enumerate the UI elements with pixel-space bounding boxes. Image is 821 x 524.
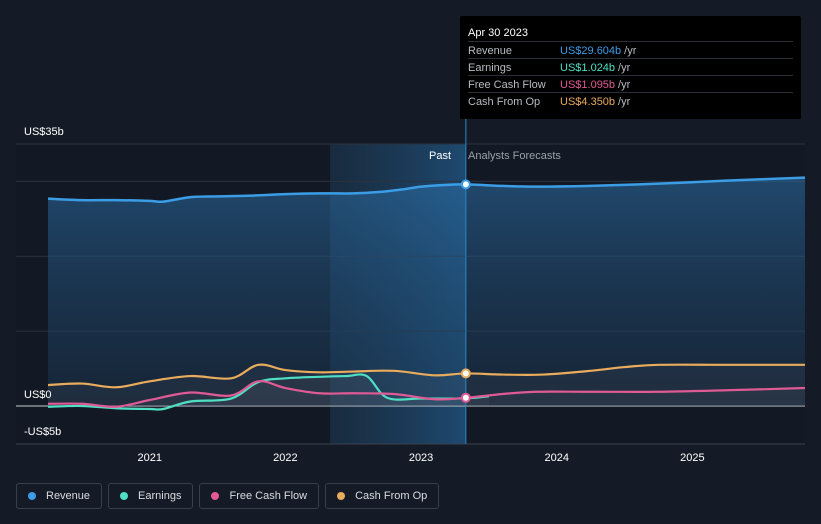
tooltip-number: US$1.024b: [560, 62, 616, 74]
free-cash-flow-dot-icon: [211, 492, 220, 500]
cash-from-op-dot-icon: [337, 492, 346, 500]
legend-item-free-cash-flow[interactable]: Free Cash Flow: [199, 483, 320, 509]
revenue-marker: [460, 179, 471, 190]
legend-item-cash-from-op[interactable]: Cash From Op: [325, 483, 440, 509]
y-axis-label-zero: US$0: [24, 389, 52, 401]
earnings-area: [48, 374, 489, 410]
series-lines: [47, 176, 806, 411]
tooltip-row-free-cash-flow: Free Cash Flow US$1.095b/yr: [468, 75, 793, 93]
tooltip-value: US$1.095b/yr: [560, 79, 630, 91]
tooltip-unit: /yr: [618, 79, 631, 91]
x-tick-label: 2022: [273, 452, 298, 464]
x-tick-label: 2021: [137, 452, 162, 464]
tooltip-unit: /yr: [618, 62, 631, 74]
tooltip-label: Free Cash Flow: [468, 79, 546, 91]
free-cash-flow-area: [48, 381, 805, 407]
tooltip-date: Apr 30 2023: [468, 27, 528, 39]
legend-label: Earnings: [138, 490, 182, 502]
legend-item-revenue[interactable]: Revenue: [16, 483, 103, 509]
x-tick-label: 2023: [408, 452, 434, 464]
tooltip-row-earnings: Earnings US$1.024b/yr: [468, 58, 793, 76]
legend-item-earnings[interactable]: Earnings: [108, 483, 194, 509]
revenue-line: [47, 176, 806, 204]
x-tick-label: 2024: [544, 452, 569, 464]
free-cash-flow-marker: [460, 392, 471, 403]
tooltip-value: US$4.350b/yr: [560, 96, 630, 108]
x-tick-label: 2025: [680, 452, 705, 464]
tooltip-number: US$29.604b: [560, 45, 622, 57]
y-axis-label-bottom: -US$5b: [24, 426, 62, 438]
earnings-dot-icon: [120, 492, 129, 500]
cash-from-op-line: [47, 363, 805, 389]
tooltip-number: US$1.095b: [560, 79, 616, 91]
tooltip-unit: /yr: [624, 45, 637, 57]
legend-label: Free Cash Flow: [229, 490, 308, 502]
forecast-region-label: Analysts Forecasts: [468, 150, 561, 162]
tooltip-number: US$4.350b: [560, 96, 616, 108]
y-axis-label-top: US$35b: [24, 126, 64, 138]
tooltip-row-revenue: Revenue US$29.604b/yr: [468, 41, 793, 59]
tooltip-label: Earnings: [468, 62, 512, 74]
revenue-dot-icon: [28, 492, 36, 500]
tooltip-row-cash-from-op: Cash From Op US$4.350b/yr: [468, 92, 793, 110]
tooltip-value: US$29.604b/yr: [560, 45, 636, 57]
cash-from-op-marker: [460, 368, 471, 379]
tooltip-label: Revenue: [468, 45, 513, 57]
tooltip-label: Cash From Op: [468, 96, 541, 108]
tooltip-unit: /yr: [618, 96, 631, 108]
tooltip-value: US$1.024b/yr: [560, 62, 630, 74]
past-region-label: Past: [428, 150, 451, 162]
earnings-line: [47, 373, 490, 411]
revenue-area: [48, 177, 805, 406]
legend: Revenue Earnings Free Cash Flow Cash Fro…: [16, 483, 440, 509]
tooltip-panel: Apr 30 2023 Revenue US$29.604b/yr Earnin…: [460, 16, 801, 119]
free-cash-flow-line: [47, 380, 806, 408]
legend-label: Cash From Op: [355, 490, 428, 502]
legend-label: Revenue: [46, 490, 91, 502]
hover-markers: [460, 179, 471, 403]
